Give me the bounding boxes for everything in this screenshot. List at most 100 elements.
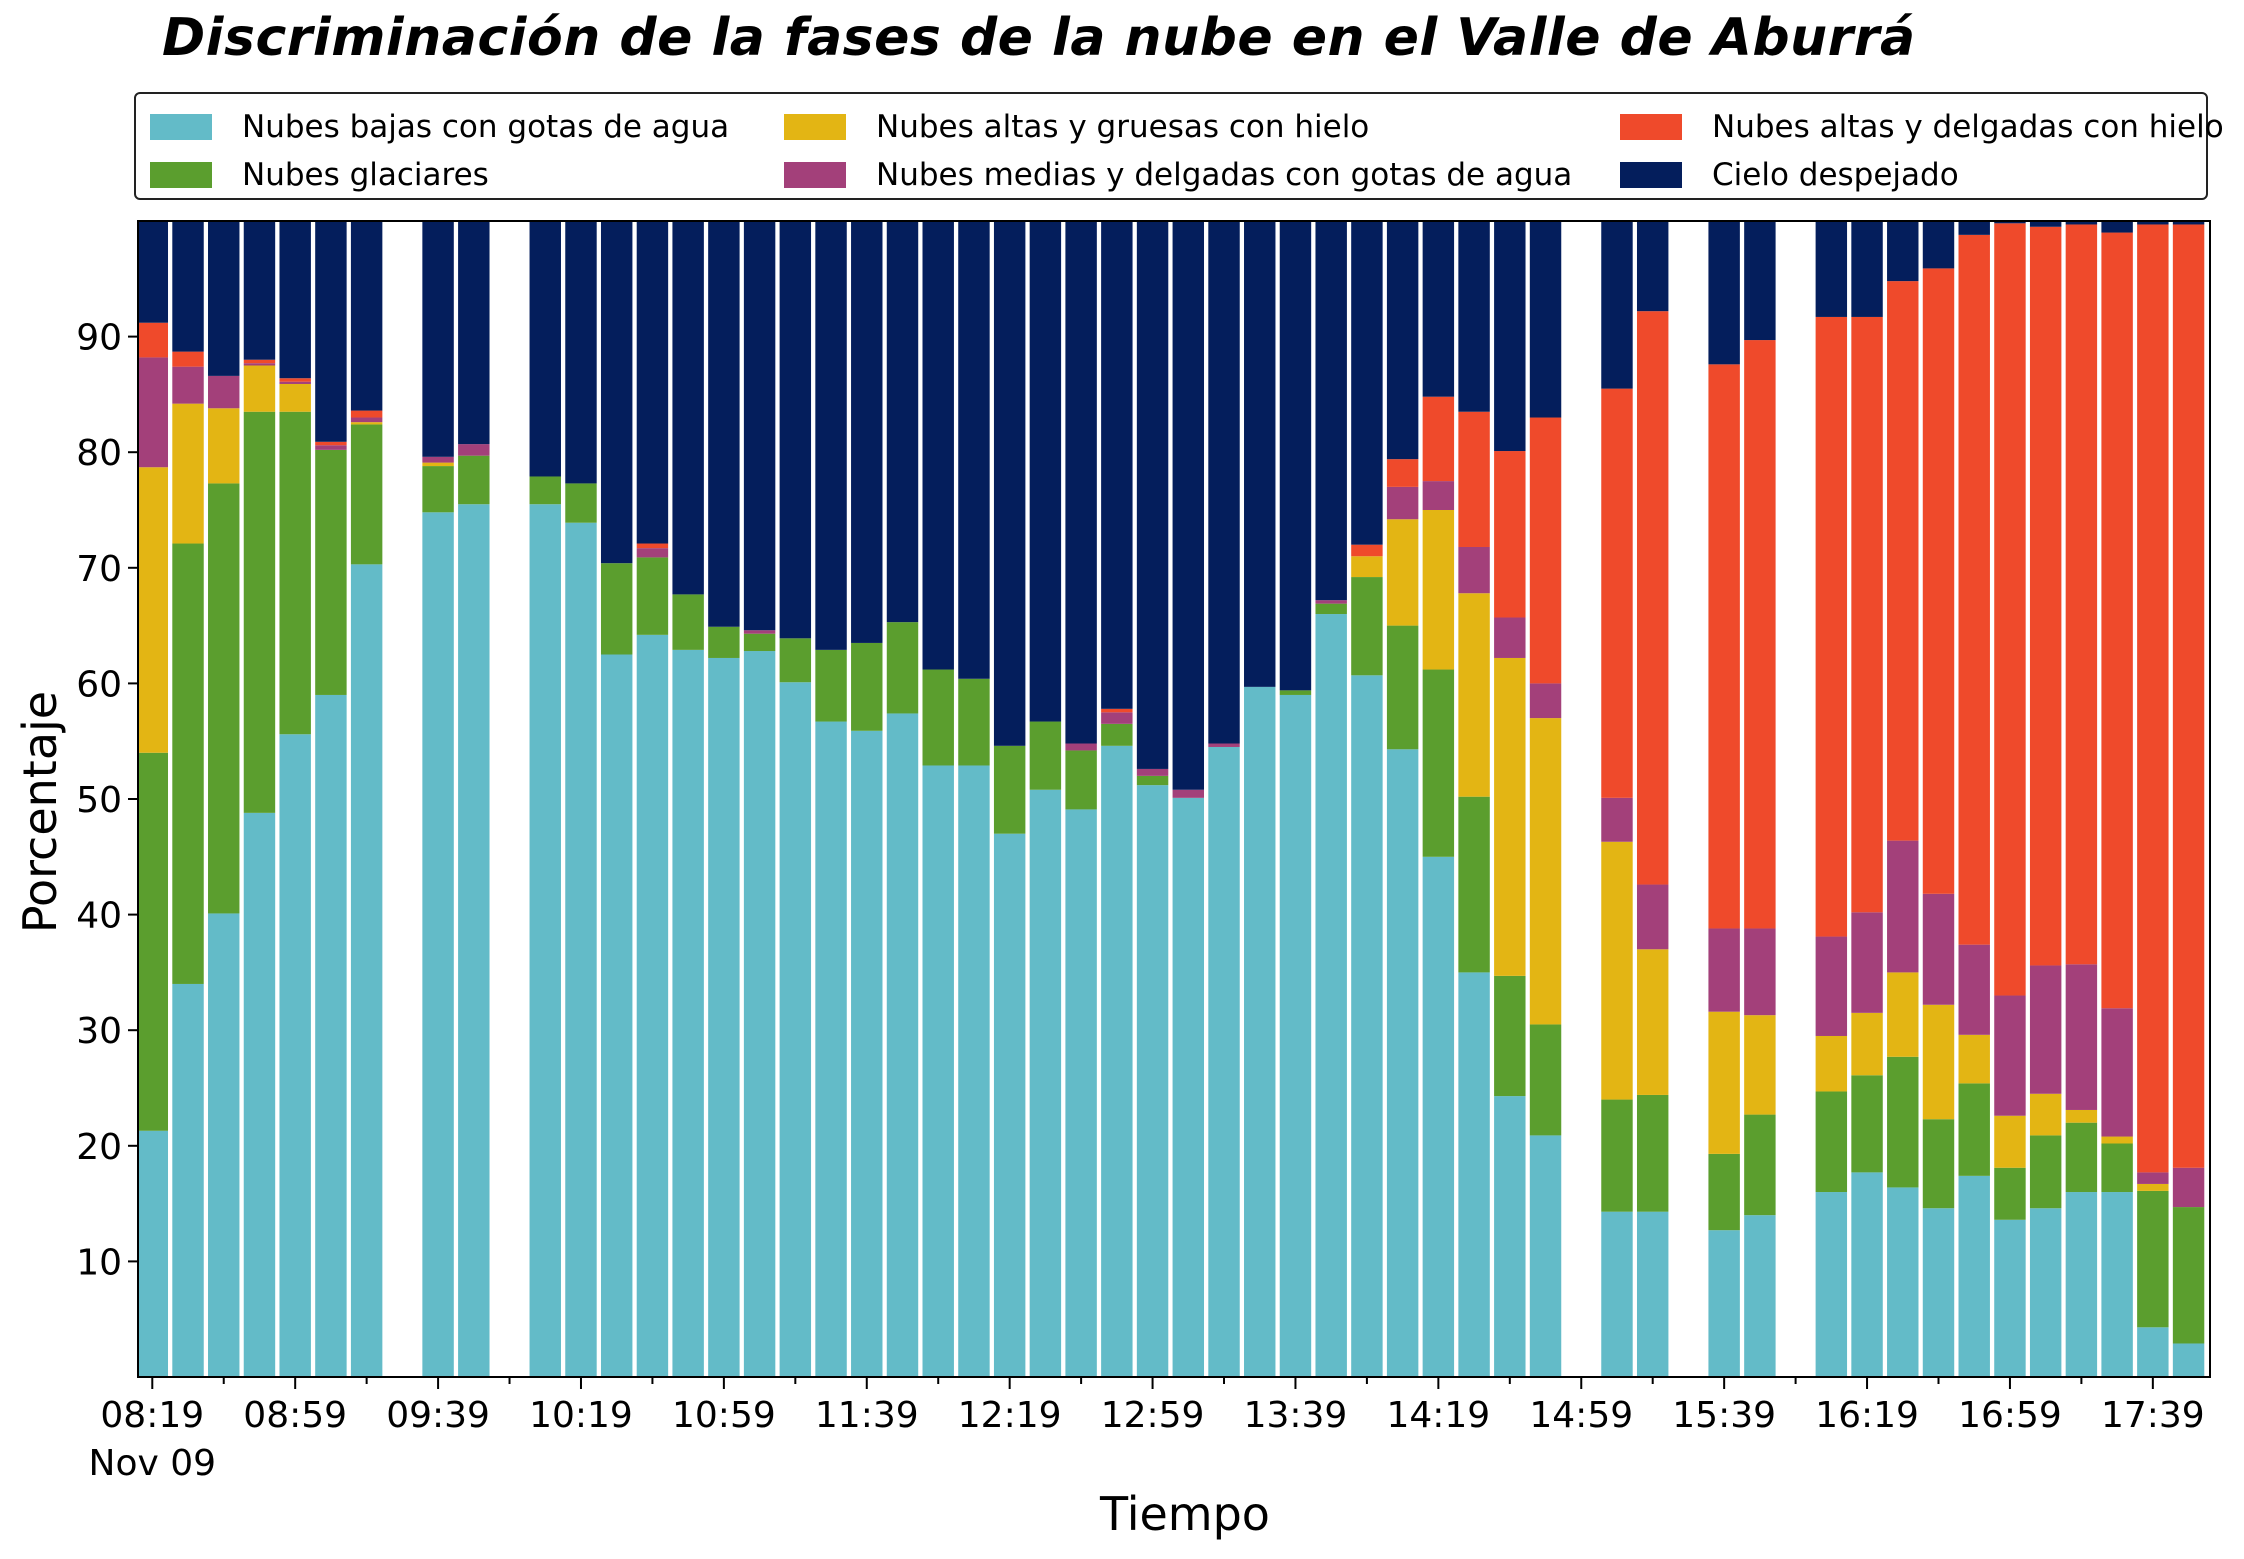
bar-segment-s0-51	[2137, 1327, 2169, 1377]
bar-segment-s0-0	[138, 1130, 169, 1377]
bar-segment-s3-38	[1601, 797, 1633, 842]
bar-segment-s1-37	[1529, 1024, 1562, 1136]
bar-segment-s5-11	[600, 221, 633, 564]
bar-segment-s1-36	[1494, 975, 1526, 1097]
bar-segment-s0-7	[422, 512, 454, 1377]
bar-segment-s5-3	[243, 221, 276, 360]
x-tick-label: 16:59	[1958, 1395, 2062, 1436]
bar-segment-s0-44	[1887, 1187, 1919, 1377]
bar-segment-s3-6	[350, 417, 383, 423]
x-tick-label: 17:39	[2101, 1395, 2205, 1436]
bar-segment-s3-0	[138, 357, 169, 468]
bar-segment-s1-30	[1279, 690, 1312, 695]
bar-segment-s5-40	[1708, 221, 1740, 365]
bar-segment-s0-37	[1529, 1135, 1562, 1377]
bar-segment-s1-19	[886, 622, 919, 714]
bar-segment-s3-41	[1744, 928, 1776, 1016]
bar-segment-s0-19	[886, 713, 919, 1377]
x-tick-label: 08:19	[100, 1395, 204, 1436]
legend-swatch	[1620, 162, 1682, 188]
bar-segment-s4-46	[1958, 234, 1990, 945]
bar-segment-s3-46	[1958, 944, 1990, 1035]
bar-segment-s3-44	[1887, 840, 1919, 973]
bar-segment-s3-47	[1994, 995, 2026, 1116]
bar-segment-s5-29	[1244, 221, 1276, 687]
bar-segment-s4-40	[1708, 364, 1740, 929]
bar-segment-s1-41	[1744, 1114, 1776, 1216]
bar-segment-s4-43	[1851, 316, 1883, 913]
x-tick-label: 14:19	[1386, 1395, 1490, 1436]
bar-segment-s1-24	[1065, 750, 1097, 810]
bar-segment-s1-3	[243, 411, 276, 813]
bar-segment-s5-35	[1458, 221, 1490, 412]
bar-segment-s4-52	[2172, 224, 2205, 1168]
bar-segment-s4-0	[138, 322, 169, 358]
bar-segment-s2-1	[172, 403, 204, 544]
legend-label: Cielo despejado	[1712, 157, 1959, 193]
bar-segment-s5-21	[958, 221, 990, 679]
x-tick-label: 12:19	[958, 1395, 1062, 1436]
bar-segment-s3-45	[1922, 893, 1955, 1005]
bar-segment-s0-1	[172, 983, 204, 1377]
bar-segment-s3-5	[315, 445, 347, 450]
bar-segment-s2-35	[1458, 593, 1490, 797]
bar-segment-s2-46	[1958, 1034, 1990, 1084]
bar-segment-s5-39	[1636, 221, 1669, 312]
bar-segment-s4-48	[2029, 226, 2062, 966]
bar-segment-s3-1	[172, 366, 204, 404]
bar-segment-s5-34	[1422, 221, 1455, 397]
bar-segment-s3-4	[279, 381, 311, 384]
bar-segment-s2-4	[279, 384, 311, 412]
bar-segment-s3-24	[1065, 743, 1097, 751]
y-axis-title: Porcentaje	[13, 691, 67, 933]
bar-segment-s0-16	[779, 682, 812, 1377]
bar-segment-s2-39	[1636, 949, 1669, 1095]
bar-segment-s0-5	[315, 694, 347, 1377]
bar-segment-s5-26	[1136, 221, 1169, 769]
bar-segment-s0-39	[1636, 1211, 1669, 1377]
bar-segment-s3-27	[1172, 789, 1205, 798]
bar-segment-s3-7	[422, 456, 454, 463]
bar-segment-s5-47	[1994, 221, 2026, 224]
bar-segment-s1-2	[208, 483, 240, 914]
legend: Nubes bajas con gotas de agua Nubes glac…	[134, 92, 2224, 200]
bar-segment-s4-1	[172, 351, 204, 367]
bar-segment-s5-28	[1208, 221, 1240, 744]
bar-segment-s0-20	[922, 765, 954, 1377]
bar-segment-s5-8	[458, 221, 490, 445]
bar-segment-s4-41	[1744, 340, 1776, 929]
bar-segment-s2-37	[1529, 718, 1562, 1025]
legend-item-nubes-glaciares: Nubes glaciares	[150, 157, 489, 193]
bar-segment-s5-9	[529, 221, 561, 477]
bar-segment-s0-49	[2065, 1192, 2098, 1377]
bar-segment-s0-50	[2101, 1192, 2133, 1377]
bar-segment-s3-28	[1208, 743, 1240, 747]
bar-segment-s4-6	[350, 410, 383, 418]
bar-segment-s5-24	[1065, 221, 1097, 744]
bar-segment-s3-31	[1315, 600, 1347, 604]
bar-segment-s1-44	[1887, 1056, 1919, 1188]
bar-segment-s1-1	[172, 543, 204, 984]
bar-segment-s4-25	[1101, 708, 1133, 713]
bar-segment-s1-14	[708, 626, 740, 658]
bar-segment-s3-40	[1708, 928, 1740, 1012]
bar-segment-s2-36	[1494, 657, 1526, 976]
bar-segment-s0-33	[1386, 749, 1419, 1377]
bar-segment-s2-43	[1851, 1012, 1883, 1076]
bar-segment-s1-17	[815, 649, 847, 722]
axes-layer: 10 20 30 40 50 60 70 80 90 08:19 Nov 09 08:59 09:39 1…	[76, 220, 2211, 1484]
bar-segment-s1-7	[422, 466, 454, 513]
bar-segment-s1-20	[922, 669, 954, 766]
x-tick-label: 10:19	[529, 1395, 633, 1436]
bar-segment-s5-31	[1315, 221, 1347, 601]
legend-swatch	[150, 114, 212, 140]
legend-label: Nubes altas y gruesas con hielo	[876, 109, 1370, 145]
y-tick-label: 20	[76, 1127, 122, 1168]
bar-segment-s2-51	[2137, 1183, 2169, 1191]
bar-segment-s1-31	[1315, 603, 1347, 615]
bar-segment-s5-7	[422, 221, 454, 457]
bar-segment-s5-5	[315, 221, 347, 442]
bar-segment-s0-31	[1315, 614, 1347, 1377]
bar-segment-s5-44	[1887, 221, 1919, 282]
bar-segment-s1-38	[1601, 1099, 1633, 1212]
